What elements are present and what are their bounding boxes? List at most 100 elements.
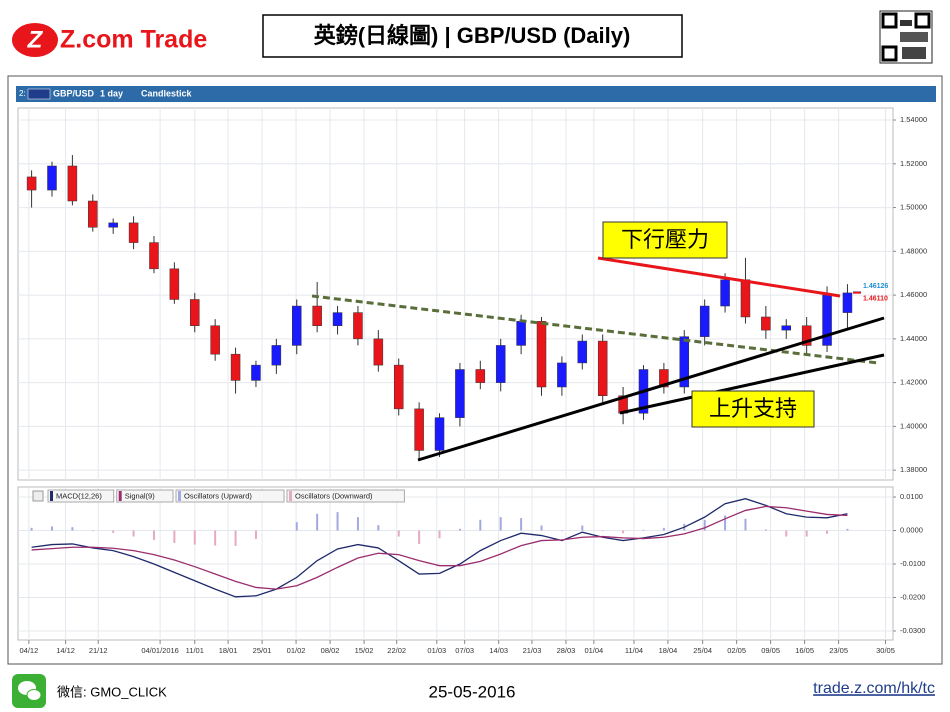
x-tick-label: 21/12	[89, 646, 108, 655]
candle-body	[291, 305, 302, 346]
price-label: 1.46110	[863, 296, 888, 303]
report-date: 25-05-2016	[429, 682, 516, 701]
candle-body	[516, 321, 526, 346]
candle-body	[720, 279, 730, 307]
qr-code	[879, 10, 933, 64]
indicator-line	[31, 505, 848, 590]
indicator-line	[31, 498, 848, 598]
y-tick-label: 1.50000	[900, 203, 927, 212]
toolbar-interval[interactable]: 1 day	[100, 88, 123, 98]
x-tick-label: 04/01/2016	[141, 646, 179, 655]
candle-body	[128, 222, 139, 243]
macd-plot	[17, 486, 894, 641]
candle-body	[332, 312, 343, 326]
title-box	[262, 14, 683, 58]
legend-item	[175, 489, 285, 503]
x-tick-label: 16/05	[795, 646, 814, 655]
toolbar-symbol[interactable]: GBP/USD	[53, 88, 95, 98]
qr-corner	[881, 45, 898, 62]
legend-label: MACD(12,26)	[56, 491, 102, 500]
x-tick-label: 28/03	[557, 646, 576, 655]
x-tick-label: 11/01	[186, 646, 204, 655]
candle-body	[373, 338, 384, 366]
candle-body	[26, 176, 37, 191]
candle-body	[557, 362, 567, 388]
logo-mark	[12, 23, 58, 57]
y-tick-label: -0.0200	[900, 592, 925, 601]
candle-body	[312, 305, 322, 326]
candle-body	[414, 408, 424, 451]
candle-body	[495, 345, 506, 383]
candle-body	[251, 364, 261, 381]
x-tick-label: 14/03	[489, 646, 508, 655]
legend-item	[286, 489, 405, 503]
support-line	[619, 353, 885, 415]
legend-swatch	[118, 491, 122, 501]
flag-icon	[27, 88, 51, 100]
x-tick-label: 30/05	[876, 646, 895, 655]
legend-swatch	[178, 491, 181, 501]
logo: Z Z.com Trade	[12, 23, 207, 57]
candle-body	[393, 364, 404, 410]
annotation: 下行壓力	[621, 227, 709, 252]
y-tick-label: -0.0100	[900, 559, 925, 568]
price-label: 1.46126	[863, 283, 888, 290]
x-tick-label: 04/12	[19, 646, 38, 655]
candle-body	[230, 353, 241, 381]
y-tick-label: 1.48000	[900, 246, 927, 255]
candle-body	[740, 279, 751, 318]
qr-corner	[881, 12, 898, 29]
toolbar	[16, 86, 936, 102]
candle-body	[108, 222, 118, 228]
site-link[interactable]: trade.z.com/hk/tc	[813, 680, 935, 697]
candle-body	[271, 345, 282, 366]
y-tick-label: 1.44000	[900, 334, 927, 343]
x-tick-label: 11/04	[625, 646, 643, 655]
candle-body	[659, 369, 669, 388]
wechat-id: 微信: GMO_CLICK	[57, 684, 167, 699]
candle-body	[597, 340, 608, 397]
candle-body	[536, 321, 547, 388]
candle-body	[47, 165, 57, 191]
x-tick-label: 01/03	[427, 646, 446, 655]
x-tick-label: 15/02	[355, 646, 374, 655]
support-line	[417, 316, 885, 462]
qr-dots	[902, 47, 926, 59]
legend-label: Oscillators (Downward)	[295, 491, 373, 500]
logo-text: Z.com Trade	[60, 26, 207, 54]
y-tick-label: 1.38000	[900, 465, 927, 474]
wechat-bubble	[26, 689, 42, 701]
y-tick-label: -0.0300	[900, 626, 925, 635]
candle-body	[475, 369, 486, 383]
toolbar-style[interactable]: Candlestick	[141, 88, 193, 98]
legend-label: Signal(9)	[125, 491, 156, 500]
y-tick-label: 0.0000	[900, 526, 923, 535]
candle-body	[169, 268, 180, 300]
annotation-box	[691, 390, 815, 428]
legend-label: Oscillators (Upward)	[184, 491, 252, 500]
candle-body	[781, 325, 792, 331]
candle-body	[434, 417, 445, 451]
chart-layer: 1.38000 1.40000 1.42000 1.44000 1.46000 1.480…	[18, 108, 927, 655]
legend-button	[32, 490, 44, 502]
dashed-trend-line	[311, 294, 879, 365]
x-tick-label: 01/04	[584, 646, 603, 655]
legend-item	[47, 489, 115, 503]
x-tick-label: 18/01	[219, 646, 238, 655]
x-tick-label: 18/04	[659, 646, 678, 655]
x-tick-label: 22/02	[387, 646, 406, 655]
logo-z: Z	[27, 26, 44, 53]
qr-dots	[900, 32, 928, 42]
legend-item	[116, 489, 174, 503]
x-tick-label: 14/12	[56, 646, 75, 655]
candle-body	[842, 292, 853, 313]
x-tick-label: 21/03	[523, 646, 542, 655]
y-tick-label: 1.54000	[900, 115, 927, 124]
x-tick-label: 25/04	[693, 646, 712, 655]
x-tick-label: 02/05	[727, 646, 746, 655]
y-tick-label: 1.52000	[900, 159, 927, 168]
title: 英鎊(日線圖) | GBP/USD (Daily)	[314, 23, 631, 48]
y-tick-label: 1.46000	[900, 290, 927, 299]
